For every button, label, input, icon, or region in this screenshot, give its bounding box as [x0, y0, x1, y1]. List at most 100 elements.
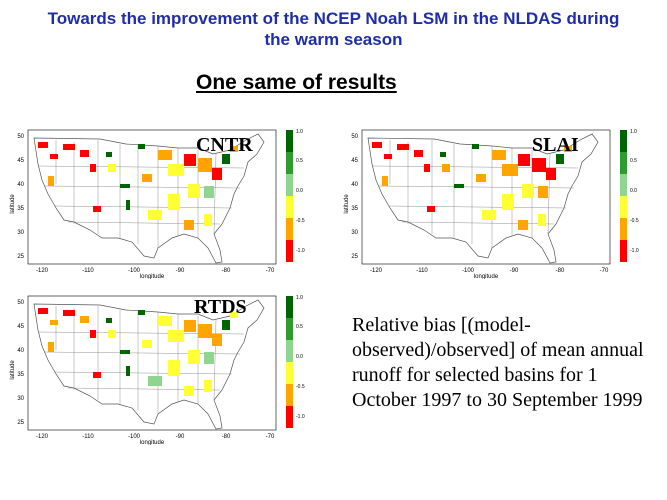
legend-swatch — [620, 152, 627, 174]
x-tick: -80 — [222, 268, 231, 274]
legend-swatch — [620, 218, 627, 240]
x-tick: -70 — [266, 268, 275, 274]
y-axis-label: latitude — [344, 194, 350, 214]
y-tick: 40 — [17, 182, 24, 188]
map-figure: -120 -110 -100 -90 -80 -70 longitude 25 … — [344, 129, 639, 279]
legend-swatch — [286, 296, 293, 318]
legend-swatch — [620, 174, 627, 196]
y-axis-label: latitude — [10, 194, 16, 214]
y-tick: 35 — [17, 372, 24, 378]
x-axis-label: longitude — [474, 274, 499, 279]
map-figure: -120 -110 -100 -90 -80 -70 longitude 25 … — [10, 295, 305, 445]
legend-swatch — [286, 174, 293, 196]
map-panel-rtds: -120 -110 -100 -90 -80 -70 longitude 25 … — [8, 290, 318, 445]
x-tick: -120 — [36, 434, 49, 440]
y-tick: 45 — [351, 158, 358, 164]
plot-frame — [27, 129, 277, 265]
basin-patches — [372, 142, 572, 230]
x-tick: -110 — [82, 268, 94, 274]
y-tick: 30 — [17, 396, 24, 402]
legend-swatch — [620, 196, 627, 218]
plot-frame — [27, 295, 277, 431]
legend-swatch — [286, 218, 293, 240]
x-tick: -80 — [556, 268, 565, 274]
legend-swatch — [286, 362, 293, 384]
legend-swatch — [286, 406, 293, 428]
x-tick: -90 — [510, 268, 519, 274]
y-tick: 25 — [17, 420, 24, 426]
legend-tick: -0.5 — [630, 218, 639, 224]
legend-swatch — [286, 340, 293, 362]
y-axis: 25 30 35 40 45 50 latitude — [344, 134, 359, 260]
y-tick: 50 — [17, 134, 24, 140]
x-tick: -80 — [222, 434, 231, 440]
color-legend: 1.0 0.5 0.0 -0.5 -1.0 — [286, 295, 305, 428]
caption: Relative bias [(model-observed)/observed… — [352, 314, 644, 411]
us-outline — [33, 299, 265, 430]
legend-tick: 1.0 — [296, 295, 303, 301]
slide-title-line1: Towards the improvement of the NCEP Noah… — [47, 9, 620, 28]
legend-tick: 0.5 — [296, 324, 303, 330]
x-tick: -100 — [128, 434, 141, 440]
panel-label: RTDS — [194, 296, 247, 318]
x-axis-label: longitude — [140, 274, 165, 279]
y-tick: 40 — [351, 182, 358, 188]
slide-title-line2: the warm season — [264, 30, 403, 49]
y-tick: 40 — [17, 348, 24, 354]
subtitle: One same of results — [196, 71, 397, 94]
y-tick: 35 — [351, 206, 358, 212]
y-axis: 25 30 35 40 45 50 latitude — [10, 134, 25, 260]
x-tick: -90 — [176, 268, 185, 274]
legend-tick: -1.0 — [296, 414, 305, 420]
x-tick: -120 — [36, 268, 49, 274]
plot-frame — [361, 129, 611, 265]
y-tick: 25 — [17, 254, 24, 260]
map-figure: -120 -110 -100 -90 -80 -70 longitude 25 … — [10, 129, 305, 279]
legend-tick: 1.0 — [296, 129, 303, 135]
legend-swatch — [286, 130, 293, 152]
legend-tick: 0.5 — [296, 158, 303, 164]
x-axis-label: longitude — [140, 440, 165, 445]
map-panel-slai: -120 -110 -100 -90 -80 -70 longitude 25 … — [342, 124, 652, 279]
y-tick: 30 — [351, 230, 358, 236]
legend-swatch — [286, 196, 293, 218]
map-panel-cntr: -120 -110 -100 -90 -80 -70 longitude 25 … — [8, 124, 318, 279]
legend-swatch — [286, 384, 293, 406]
x-tick: -100 — [462, 268, 475, 274]
legend-swatch — [286, 318, 293, 340]
y-tick: 30 — [17, 230, 24, 236]
y-axis-label: latitude — [10, 360, 16, 380]
x-axis: -120 -110 -100 -90 -80 -70 longitude — [36, 268, 275, 279]
legend-tick: -1.0 — [296, 248, 305, 254]
y-tick: 45 — [17, 324, 24, 330]
slide-title: Towards the improvement of the NCEP Noah… — [0, 8, 667, 50]
y-tick: 35 — [17, 206, 24, 212]
legend-tick: 0.5 — [630, 158, 637, 164]
legend-swatch — [286, 152, 293, 174]
x-tick: -70 — [266, 434, 275, 440]
y-axis: 25 30 35 40 45 50 latitude — [10, 300, 25, 426]
legend-swatch — [620, 130, 627, 152]
legend-tick: 0.0 — [296, 354, 303, 360]
basin-patches — [38, 142, 238, 230]
legend-tick: -0.5 — [296, 384, 305, 390]
panel-label: CNTR — [196, 134, 253, 156]
legend-tick: 1.0 — [630, 129, 637, 135]
x-tick: -90 — [176, 434, 185, 440]
y-tick: 25 — [351, 254, 358, 260]
x-tick: -100 — [128, 268, 141, 274]
color-legend: 1.0 0.5 0.0 -0.5 -1.0 — [620, 129, 639, 262]
x-tick: -70 — [600, 268, 609, 274]
legend-tick: -1.0 — [630, 248, 639, 254]
basin-patches — [38, 308, 238, 396]
legend-tick: 0.0 — [296, 188, 303, 194]
panel-label: SLAI — [532, 134, 579, 156]
y-tick: 50 — [17, 300, 24, 306]
color-legend: 1.0 0.5 0.0 -0.5 -1.0 — [286, 129, 305, 262]
x-tick: -110 — [82, 434, 94, 440]
legend-swatch — [286, 240, 293, 262]
legend-swatch — [620, 240, 627, 262]
x-axis: -120 -110 -100 -90 -80 -70 longitude — [370, 268, 609, 279]
y-tick: 45 — [17, 158, 24, 164]
x-tick: -110 — [416, 268, 428, 274]
